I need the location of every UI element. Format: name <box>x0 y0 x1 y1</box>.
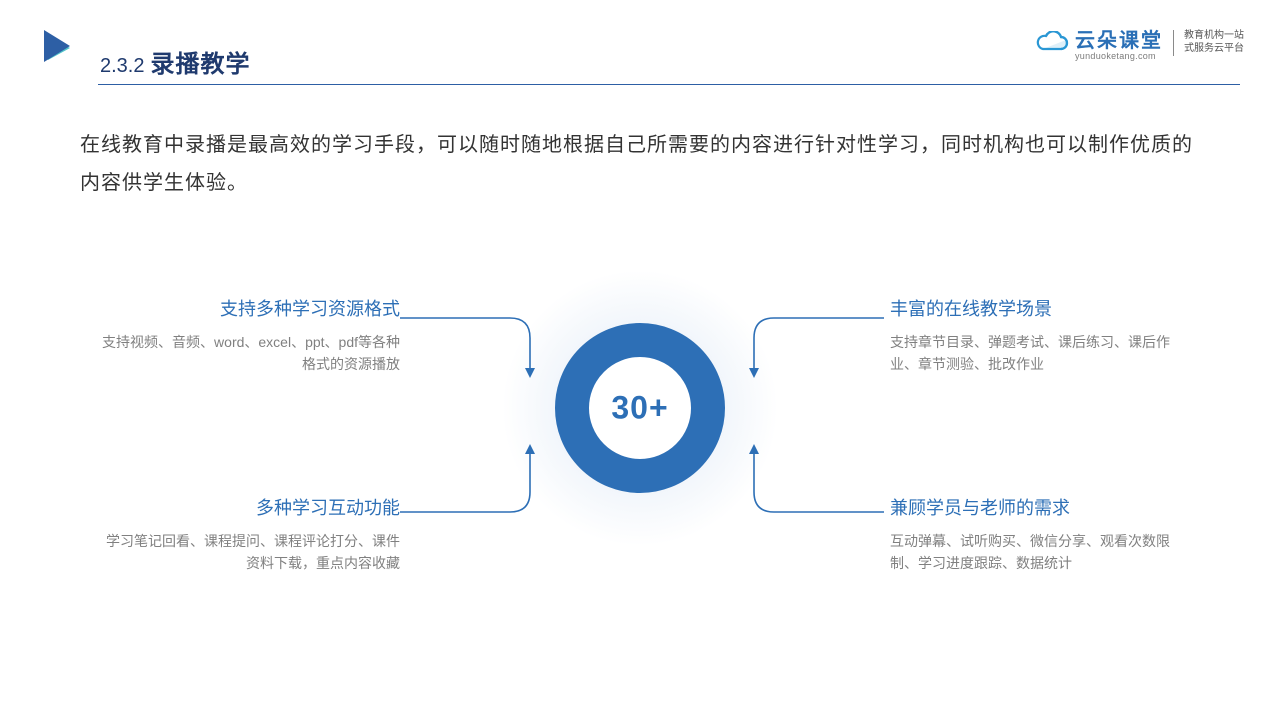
brand-separator <box>1173 30 1174 56</box>
feature-bottom-right: 兼顾学员与老师的需求 互动弹幕、试听购买、微信分享、观看次数限制、学习进度跟踪、… <box>890 494 1190 575</box>
play-icon <box>40 24 84 68</box>
section-number: 2.3.2 <box>100 55 144 78</box>
cloud-icon <box>1035 31 1069 55</box>
section-title-row: 2.3.2 录播教学 <box>100 44 250 79</box>
feature-desc: 学习笔记回看、课程提问、课程评论打分、课件资料下载，重点内容收藏 <box>100 530 400 575</box>
brand-tagline-line1: 教育机构一站 <box>1184 30 1244 43</box>
brand-logo: 云朵课堂 yunduoketang.com <box>1035 24 1163 61</box>
feature-title: 丰富的在线教学场景 <box>890 295 1190 321</box>
brand-tagline: 教育机构一站 式服务云平台 <box>1184 30 1244 55</box>
feature-top-right: 丰富的在线教学场景 支持章节目录、弹题考试、课后练习、课后作业、章节测验、批改作… <box>890 295 1190 376</box>
center-value: 30+ <box>611 390 668 427</box>
center-graphic: 30+ <box>490 258 790 558</box>
section-title: 录播教学 <box>150 44 250 79</box>
brand-domain: yunduoketang.com <box>1075 51 1163 61</box>
brand-tagline-line2: 式服务云平台 <box>1184 43 1244 56</box>
brand-block: 云朵课堂 yunduoketang.com 教育机构一站 式服务云平台 <box>1035 24 1244 61</box>
brand-name: 云朵课堂 <box>1075 24 1163 53</box>
intro-paragraph: 在线教育中录播是最高效的学习手段，可以随时随地根据自己所需要的内容进行针对性学习… <box>80 126 1202 202</box>
feature-top-left: 支持多种学习资源格式 支持视频、音频、word、excel、ppt、pdf等各种… <box>100 295 400 376</box>
feature-desc: 支持视频、音频、word、excel、ppt、pdf等各种格式的资源播放 <box>100 331 400 376</box>
feature-bottom-left: 多种学习互动功能 学习笔记回看、课程提问、课程评论打分、课件资料下载，重点内容收… <box>100 494 400 575</box>
feature-title: 支持多种学习资源格式 <box>100 295 400 321</box>
feature-desc: 支持章节目录、弹题考试、课后练习、课后作业、章节测验、批改作业 <box>890 331 1190 376</box>
feature-title: 多种学习互动功能 <box>100 494 400 520</box>
feature-title: 兼顾学员与老师的需求 <box>890 494 1190 520</box>
header-underline <box>98 84 1240 85</box>
feature-desc: 互动弹幕、试听购买、微信分享、观看次数限制、学习进度跟踪、数据统计 <box>890 530 1190 575</box>
